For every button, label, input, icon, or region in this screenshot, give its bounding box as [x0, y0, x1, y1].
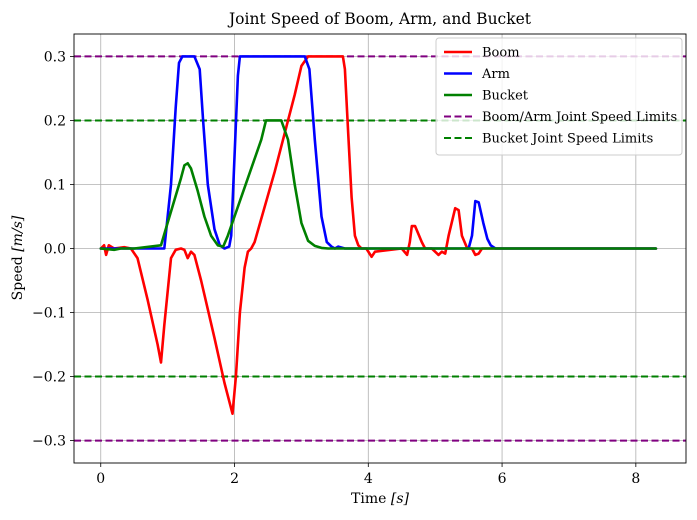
- legend-label: Bucket Joint Speed Limits: [482, 132, 653, 147]
- x-tick-label: 6: [498, 471, 507, 487]
- x-axis-label: Time [s]: [351, 491, 409, 507]
- legend: Boom Arm Bucket Boom/Arm Joint Speed Limits…: [435, 37, 683, 156]
- legend-label: Boom: [482, 46, 520, 61]
- boom-series-line: [99, 55, 658, 416]
- legend-label: Bucket: [482, 89, 529, 104]
- x-tick-label: 4: [364, 471, 373, 487]
- x-tick-label: 0: [96, 471, 105, 487]
- bucket-series-line: [99, 119, 658, 252]
- y-tick-label: 0.3: [44, 49, 66, 65]
- y-axis-label-unit: [m/s]: [10, 215, 26, 252]
- y-tick-label: 0.1: [44, 177, 66, 193]
- y-tick-label: −0.1: [32, 306, 66, 322]
- axis-ticks: 0 2 4 6 8 −0.3 −0.2 −0.1 0.0 0.1 0.2 0.3: [32, 49, 640, 487]
- legend-box: [435, 37, 683, 156]
- x-axis-label-text: Time: [351, 491, 391, 507]
- x-tick-label: 8: [631, 471, 640, 487]
- y-axis-label: Speed [m/s]: [10, 215, 26, 300]
- x-tick-label: 2: [230, 471, 239, 487]
- y-tick-label: −0.2: [32, 370, 66, 386]
- y-tick-label: 0.0: [44, 242, 66, 258]
- chart-title: Joint Speed of Boom, Arm, and Bucket: [227, 10, 532, 28]
- legend-label: Arm: [481, 67, 510, 82]
- y-tick-label: −0.3: [32, 434, 66, 450]
- arm-series-line: [99, 55, 658, 250]
- x-axis-label-unit: [s]: [391, 491, 410, 507]
- y-axis-label-text: Speed: [10, 252, 26, 301]
- y-tick-label: 0.2: [44, 113, 66, 129]
- legend-label: Boom/Arm Joint Speed Limits: [482, 110, 677, 125]
- series-lines: [99, 55, 658, 416]
